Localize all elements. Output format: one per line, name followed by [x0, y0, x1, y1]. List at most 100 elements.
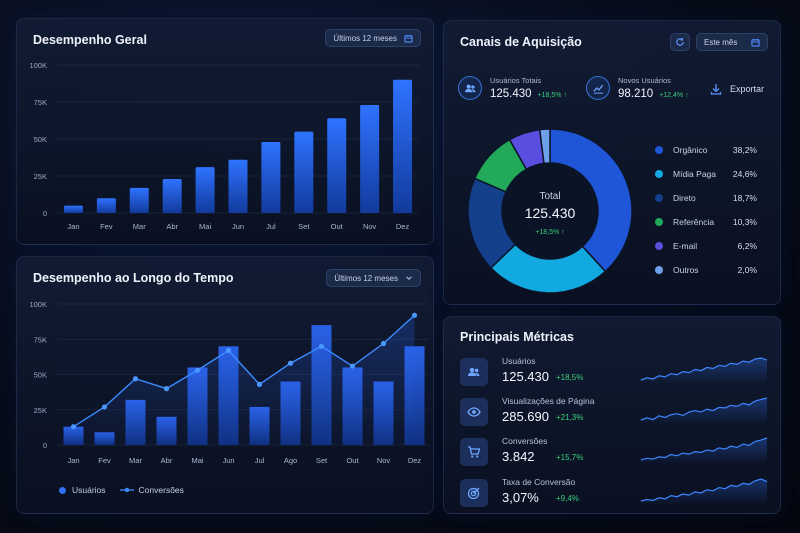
donut-hole: [503, 164, 597, 258]
x-tick-label: Set: [316, 456, 328, 465]
legend-item[interactable]: E-mail 6,2%: [655, 241, 757, 251]
conversions-point: [287, 360, 294, 366]
sparkline-line: [640, 397, 768, 421]
export-button[interactable]: Exportar: [710, 83, 764, 95]
legend-color-dot: [655, 146, 663, 154]
legend-channel-pct: 18,7%: [732, 193, 757, 203]
metric-row[interactable]: Conversões 3.842 +15,7%: [458, 436, 770, 472]
conversions-point: [380, 340, 387, 347]
calendar-icon: [404, 34, 413, 43]
conversions-point: [411, 312, 418, 318]
legend-users-marker: [59, 486, 66, 494]
metric-delta: +21,3%: [556, 413, 584, 422]
metric-delta: +18,5%: [556, 373, 584, 382]
donut-total-delta: +18,5% ↑: [535, 229, 564, 236]
eye-icon: [460, 398, 488, 426]
calendar-icon: [751, 38, 760, 47]
download-icon: [710, 84, 722, 95]
metric-row[interactable]: Taxa de Conversão 3,07% +9,4%: [458, 477, 770, 513]
x-tick-label: Jan: [67, 456, 79, 465]
legend-channel-name: Direto: [673, 193, 696, 203]
bar: [393, 79, 413, 213]
y-tick-label: 0: [43, 441, 47, 450]
performance-over-time-chart: 0 25K 50K 75K 100K Jan Fev Mar Abr Mai Jun Jul Ago Se…: [29, 300, 429, 465]
legend-item[interactable]: Direto 18,7%: [655, 193, 757, 203]
cart-icon: [460, 438, 488, 466]
stat-new-users: Novos Usuários 98.210 +12,4% ↑: [586, 76, 689, 100]
legend-color-dot: [655, 218, 663, 226]
refresh-button[interactable]: [670, 33, 690, 51]
performance-general-panel: Desempenho Geral Últimos 12 meses 0 25K 50…: [16, 18, 434, 245]
legend-item[interactable]: Orgânico 38,2%: [655, 145, 757, 155]
x-tick-label: Out: [331, 222, 344, 231]
stat-label: Usuários Totais: [490, 76, 542, 85]
y-tick-label: 0: [43, 209, 47, 218]
legend-channel-name: Outros: [673, 265, 699, 275]
x-tick-label: Fev: [98, 456, 111, 465]
donut-total-value: 125.430: [525, 205, 576, 221]
x-tick-label: Jan: [67, 222, 79, 231]
bar: [195, 167, 215, 213]
legend-item[interactable]: Mídia Paga 24,6%: [655, 169, 757, 179]
x-tick-label: Jun: [232, 222, 244, 231]
stat-delta: +12,4% ↑: [659, 92, 689, 99]
overall-performance-bar-chart: 0 25K 50K 75K 100K Jan Fev Mar Abr Mai Jun Jul Set Ou…: [29, 61, 419, 231]
x-tick-label: Jul: [266, 222, 276, 231]
period-selector[interactable]: Este mês: [696, 33, 769, 51]
metric-sparkline: [640, 357, 768, 384]
donut-slice[interactable]: [549, 128, 633, 273]
donut-slice[interactable]: [538, 128, 551, 165]
metric-row[interactable]: Usuários 125.430 +18,5%: [458, 356, 770, 392]
legend-channel-pct: 38,2%: [732, 145, 757, 155]
y-tick-label: 100K: [29, 300, 47, 309]
bar: [228, 159, 248, 213]
legend-channel-name: Referência: [673, 217, 715, 227]
x-tick-label: Dez: [396, 222, 410, 231]
conversions-point: [194, 367, 201, 373]
metric-delta: +9,4%: [556, 494, 579, 503]
conversions-point: [70, 424, 77, 430]
y-tick-label: 100K: [29, 61, 47, 70]
metric-value: 285.690: [502, 409, 549, 424]
x-tick-label: Out: [346, 456, 359, 465]
conversions-point: [256, 381, 263, 387]
conversions-point: [225, 347, 232, 354]
refresh-icon: [676, 38, 684, 46]
y-tick-label: 50K: [34, 135, 47, 144]
stat-label: Novos Usuários: [618, 76, 671, 85]
target-icon: [460, 479, 488, 507]
y-tick-label: 75K: [34, 98, 47, 107]
x-tick-label: Jul: [255, 456, 265, 465]
x-tick-label: Set: [298, 222, 310, 231]
legend-color-dot: [655, 194, 663, 202]
users-icon: [458, 76, 482, 100]
metric-value: 3.842: [502, 449, 535, 464]
metric-value: 3,07%: [502, 490, 539, 505]
x-tick-label: Mar: [133, 222, 146, 231]
legend-channel-pct: 10,3%: [732, 217, 757, 227]
bar: [327, 118, 347, 213]
metric-label: Visualizações de Página: [502, 396, 595, 406]
x-tick-label: Abr: [166, 222, 178, 231]
sparkline-line: [640, 478, 768, 502]
x-tick-label: Mar: [129, 456, 142, 465]
users-icon: [460, 358, 488, 386]
legend-item[interactable]: Referência 10,3%: [655, 217, 757, 227]
metric-label: Conversões: [502, 436, 548, 446]
metric-delta: +15,7%: [556, 453, 584, 462]
legend-item[interactable]: Outros 2,0%: [655, 265, 757, 275]
metric-row[interactable]: Visualizações de Página 285.690 +21,3%: [458, 396, 770, 432]
metric-label: Usuários: [502, 356, 536, 366]
metric-sparkline: [640, 478, 768, 505]
acquisition-channels-panel: Canais de Aquisição Este mês Usuários To…: [443, 20, 781, 305]
export-label: Exportar: [730, 84, 765, 94]
period-selector[interactable]: Últimos 12 meses: [325, 29, 421, 47]
conversions-line: [73, 314, 415, 428]
chart-legend: Usuários Conversões: [59, 485, 184, 495]
x-tick-label: Ago: [284, 456, 297, 465]
panel-title: Principais Métricas: [460, 330, 574, 344]
y-tick-label: 25K: [34, 406, 47, 415]
legend-color-dot: [655, 266, 663, 274]
x-tick-label: Dez: [408, 456, 422, 465]
period-dropdown[interactable]: Últimos 12 meses: [326, 269, 421, 287]
